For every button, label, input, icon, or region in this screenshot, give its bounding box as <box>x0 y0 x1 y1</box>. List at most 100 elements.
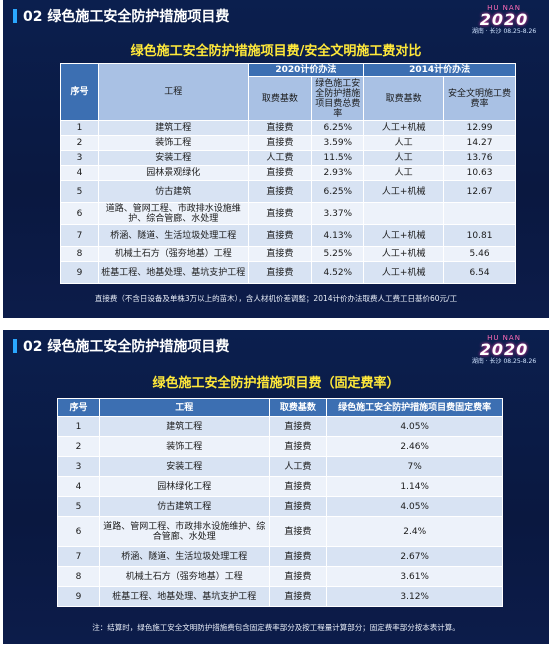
table-row: 6 道路、管网工程、市政排水设施维护、综合管廊、水处理 直接费 3.37% <box>60 202 516 225</box>
comparison-table-body: 1 建筑工程 直接费 6.25% 人工+机械 12.99 2 装饰工程 直接费 3.59% 人工 14… <box>60 120 516 284</box>
row-project: 仿古建筑工程 <box>98 496 270 517</box>
row-no: 8 <box>57 566 100 587</box>
row-no: 3 <box>57 456 100 477</box>
row-no: 9 <box>57 586 100 607</box>
header-accent-bar <box>13 9 17 23</box>
row-no: 8 <box>60 246 99 262</box>
table-row: 6 道路、管网工程、市政排水设施维护、综合管廊、水处理 直接费 2.4% <box>57 516 503 547</box>
logo-year: 2020 <box>479 340 529 359</box>
table-row: 7 桥涵、隧道、生活垃圾处理工程 直接费 2.67% <box>57 546 503 567</box>
row-rate: 3.61% <box>326 566 503 587</box>
row-rate-2014: 5.46 <box>443 246 516 262</box>
table-row: 3 安装工程 人工费 11.5% 人工 13.76 <box>60 150 516 166</box>
header-accent-bar <box>13 339 17 353</box>
row-project: 园林景观绿化 <box>97 165 249 181</box>
table-row: 8 机械土石方（强夯地基）工程 直接费 3.61% <box>57 566 503 587</box>
row-base-2014: 人工+机械 <box>363 120 445 136</box>
table-row: 2 装饰工程 直接费 3.59% 人工 14.27 <box>60 135 516 151</box>
fixed-rate-table: 序号 工程 取费基数 绿色施工安全防护措施项目费固定费率 1 建筑工程 直接费 4.0… <box>57 398 503 607</box>
row-no: 6 <box>57 516 100 547</box>
table-row: 1 建筑工程 直接费 4.05% <box>57 416 503 437</box>
header-base: 取费基数 <box>268 398 328 417</box>
row-rate: 2.46% <box>326 436 503 457</box>
row-no: 2 <box>57 436 100 457</box>
row-project: 桥涵、隧道、生活垃圾处理工程 <box>98 546 270 567</box>
row-base-2020: 直接费 <box>247 246 313 262</box>
row-base-2014: 人工+机械 <box>363 224 445 247</box>
comparison-table: 序号 工程 2020计价办法 2014计价办法 取费基数 绿色施工安全防护措施项… <box>60 63 516 284</box>
row-rate-2020: 11.5% <box>311 150 365 166</box>
table-row: 5 仿古建筑工程 直接费 4.05% <box>57 496 503 517</box>
row-no: 3 <box>60 150 99 166</box>
row-no: 9 <box>60 261 99 284</box>
row-rate: 4.05% <box>326 416 503 437</box>
row-rate: 7% <box>326 456 503 477</box>
row-project: 桩基工程、地基处理、基坑支护工程 <box>97 261 249 284</box>
header-project: 工程 <box>97 63 249 121</box>
table-row: 9 桩基工程、地基处理、基坑支护工程 直接费 3.12% <box>57 586 503 607</box>
row-no: 1 <box>57 416 100 437</box>
header-group-2020: 2020计价办法 <box>247 63 365 77</box>
row-project: 机械土石方（强夯地基）工程 <box>98 566 270 587</box>
row-no: 2 <box>60 135 99 151</box>
row-rate-2014: 10.81 <box>443 224 516 247</box>
row-no: 7 <box>57 546 100 567</box>
header-no: 序号 <box>60 63 99 121</box>
row-project: 建筑工程 <box>97 120 249 136</box>
row-base-2020: 直接费 <box>247 224 313 247</box>
row-rate-2020: 5.25% <box>311 246 365 262</box>
row-rate-2014: 12.99 <box>443 120 516 136</box>
header-rate: 绿色施工安全防护措施项目费固定费率 <box>326 398 503 417</box>
table-row: 2 装饰工程 直接费 2.46% <box>57 436 503 457</box>
row-base: 人工费 <box>268 456 328 477</box>
logo-top-text: HU NAN <box>487 4 521 12</box>
row-rate-2014: 13.76 <box>443 150 516 166</box>
row-project: 道路、管网工程、市政排水设施维护、综合管廊、水处理 <box>98 516 270 547</box>
fixed-rate-table-body: 1 建筑工程 直接费 4.05% 2 装饰工程 直接费 2.46% 3 安装工程 人工费 7% 4 园林绿… <box>57 416 503 607</box>
row-project: 桥涵、隧道、生活垃圾处理工程 <box>97 224 249 247</box>
row-rate-2020: 3.59% <box>311 135 365 151</box>
header-rate-2020: 绿色施工安全防护措施项目费总费率 <box>311 76 365 121</box>
row-base: 直接费 <box>268 436 328 457</box>
header-base-2014: 取费基数 <box>363 76 445 121</box>
event-logo: HU NAN 2020 湖南 · 长沙 08.25-8.26 <box>467 4 541 36</box>
row-base: 直接费 <box>268 566 328 587</box>
row-base-2014: 人工+机械 <box>363 180 445 203</box>
row-base-2020: 直接费 <box>247 165 313 181</box>
table-row: 7 桥涵、隧道、生活垃圾处理工程 直接费 4.13% 人工+机械 10.81 <box>60 224 516 247</box>
row-rate-2014 <box>443 202 516 225</box>
row-base: 直接费 <box>268 476 328 497</box>
row-rate-2014: 10.63 <box>443 165 516 181</box>
row-no: 6 <box>60 202 99 225</box>
row-rate-2014: 12.67 <box>443 180 516 203</box>
slide-subtitle: 绿色施工安全防护措施项目费/安全文明施工费对比 <box>130 44 422 59</box>
slide-comparison: 02 绿色施工安全防护措施项目费 HU NAN 2020 湖南 · 长沙 08.… <box>3 0 549 318</box>
table-row: 5 仿古建筑 直接费 6.25% 人工+机械 12.67 <box>60 180 516 203</box>
table-row: 8 机械土石方（强夯地基）工程 直接费 5.25% 人工+机械 5.46 <box>60 246 516 262</box>
event-logo: HU NAN 2020 湖南 · 长沙 08.25-8.26 <box>467 334 541 366</box>
slide-header: 02 绿色施工安全防护措施项目费 HU NAN 2020 湖南 · 长沙 08.… <box>3 330 549 365</box>
row-rate-2020: 3.37% <box>311 202 365 225</box>
row-base-2020: 人工费 <box>247 150 313 166</box>
row-no: 5 <box>60 180 99 203</box>
row-base-2014: 人工 <box>363 165 445 181</box>
row-rate-2014: 14.27 <box>443 135 516 151</box>
row-project: 建筑工程 <box>98 416 270 437</box>
logo-year: 2020 <box>479 10 529 29</box>
table-row: 9 桩基工程、地基处理、基坑支护工程 直接费 4.52% 人工+机械 6.54 <box>60 261 516 284</box>
row-no: 7 <box>60 224 99 247</box>
header-base-2020: 取费基数 <box>247 76 313 121</box>
table-row: 4 园林绿化工程 直接费 1.14% <box>57 476 503 497</box>
row-rate: 2.4% <box>326 516 503 547</box>
row-project: 安装工程 <box>98 456 270 477</box>
row-base-2020: 直接费 <box>247 202 313 225</box>
row-rate: 2.67% <box>326 546 503 567</box>
logo-subtext: 湖南 · 长沙 08.25-8.26 <box>471 28 537 35</box>
row-base: 直接费 <box>268 496 328 517</box>
header-rate-2014: 安全文明施工费费率 <box>443 76 516 121</box>
row-base-2020: 直接费 <box>247 135 313 151</box>
row-rate: 4.05% <box>326 496 503 517</box>
header-no: 序号 <box>57 398 100 417</box>
row-base: 直接费 <box>268 416 328 437</box>
row-rate-2020: 2.93% <box>311 165 365 181</box>
